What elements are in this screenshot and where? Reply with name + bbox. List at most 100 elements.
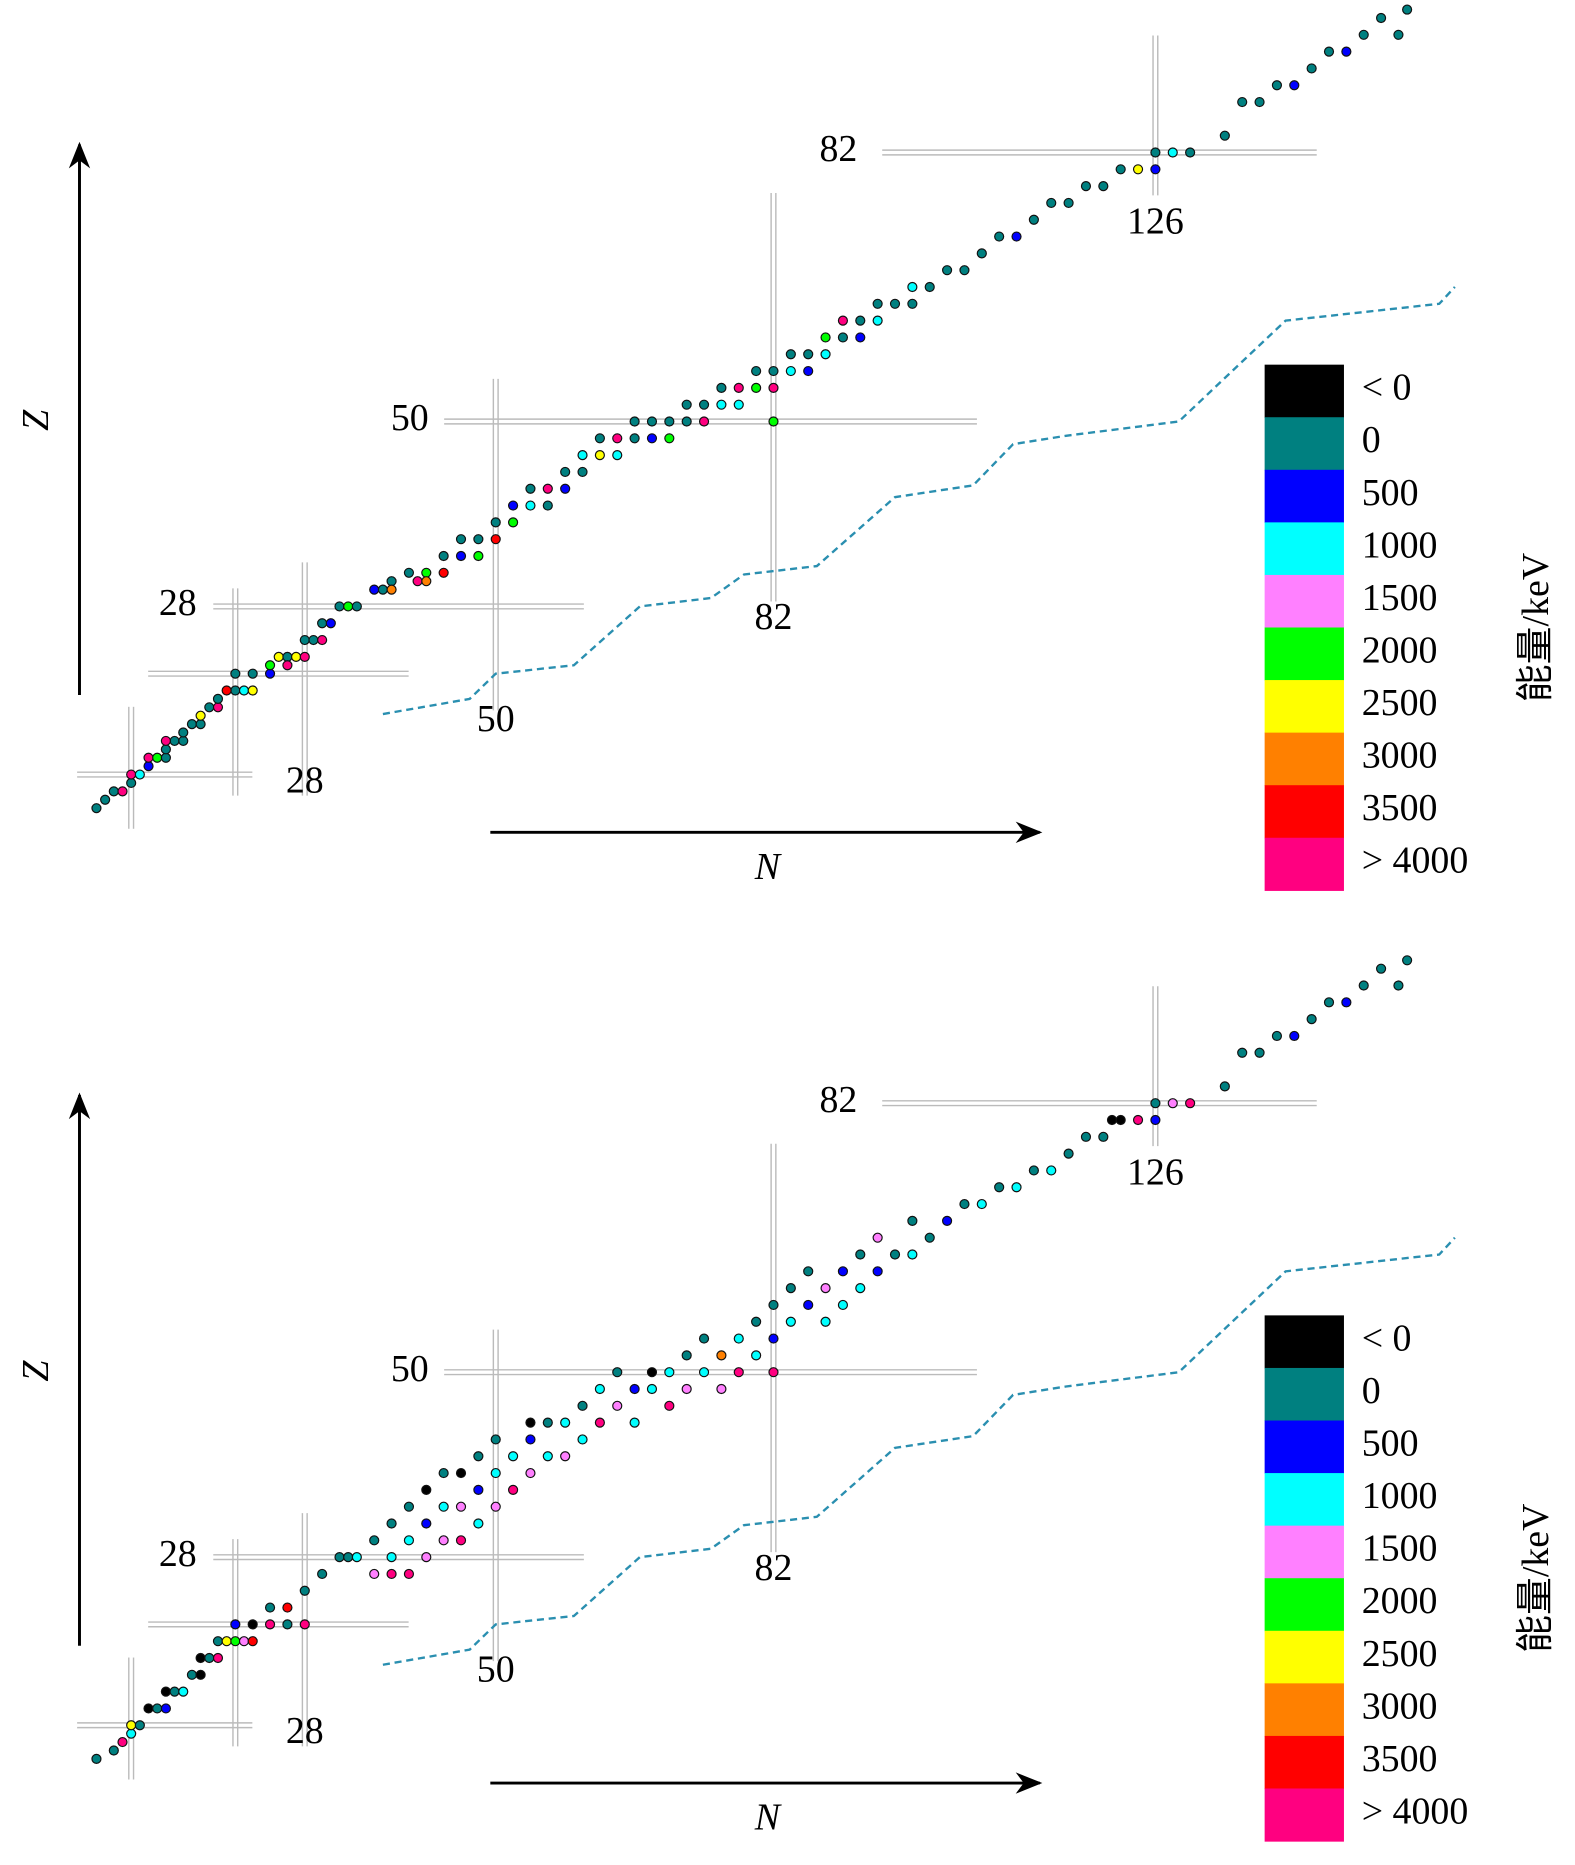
nuclide [507,517,519,528]
nuclide [507,1484,519,1495]
nuclide [681,1383,692,1395]
legend-swatch [1264,1525,1344,1579]
nuclide [542,500,553,511]
nuclide [1115,164,1126,175]
nuclide [186,719,198,730]
nuclide [152,1703,163,1714]
nuclide [299,634,310,646]
legend-swatch [1264,364,1344,418]
nuclide [290,651,302,662]
nuclide [664,1400,675,1411]
nuclide [117,1736,128,1748]
nuclide [160,735,171,747]
nuclide [1046,1165,1057,1176]
nuclide [160,744,171,755]
y-tick-label: 50 [391,1348,429,1390]
nuclide [664,1367,675,1378]
nuclide [907,1215,918,1226]
nuclide [143,761,154,772]
nuclide [386,576,397,587]
nuclide [733,1367,744,1378]
nuclide [1080,1131,1092,1142]
x-tick-label: 28 [286,759,324,801]
nuclide [1219,130,1230,141]
nuclide [195,1669,206,1680]
nuclide [716,399,727,410]
nuclide [386,1568,397,1580]
nuclide [143,752,154,763]
x-tick-label: 82 [755,596,793,638]
nuclide [733,1333,744,1344]
nuclide [169,1686,180,1697]
nuclide [299,1619,310,1630]
nuclide [473,534,484,545]
nuclide [664,416,675,427]
nuclide [282,1602,293,1613]
nuclide [473,1451,484,1462]
nuclide [889,298,901,309]
nuclide [941,265,953,276]
legend-swatch [1264,1420,1344,1474]
nuclide [855,315,866,326]
nuclide [1254,96,1265,108]
nuclide [308,634,319,646]
nuclide [117,786,128,797]
nuclide [160,752,171,763]
x-axis-label: N [754,1797,783,1839]
nuclide [421,1552,432,1563]
x-tick-label: 126 [1127,1151,1184,1193]
nuclide [1271,1030,1283,1042]
nuclide [1375,963,1387,974]
nuclide [507,1451,519,1462]
nuclide [1115,1114,1126,1126]
nuclide [1289,80,1300,91]
nuclide [1185,147,1196,158]
nuclide [803,349,814,360]
nuclide [907,281,918,293]
legend-label: 1000 [1362,524,1438,566]
nuclide [1132,1114,1144,1126]
x-tick-label: 28 [286,1710,324,1752]
nuclide [126,769,137,780]
nuclide [247,1636,258,1647]
nuclide [1289,1030,1300,1042]
nuclide [803,1299,814,1311]
nuclide [733,399,744,410]
nuclide [560,1451,571,1462]
nuclide [126,777,137,789]
panel: 28 50 82 126 28 50 82 Z N < 0 0 500 1000 1500 2000 2500… [15,4,1557,891]
nuclide [1185,1098,1196,1109]
legend-swatch [1264,785,1344,839]
nuclide [1063,197,1074,209]
nuclide [343,601,354,612]
nuclide [994,231,1005,242]
nuclide [1323,997,1335,1008]
legend-swatch [1264,627,1344,681]
nuclide [976,1198,987,1210]
y-tick-label: 82 [819,128,857,170]
nuclide [455,534,467,545]
nuclide [264,1602,276,1613]
nuclide [1028,1165,1039,1176]
nuclide [386,1552,397,1563]
nuclide [403,1535,415,1546]
nuclide [490,517,501,528]
legend-label: < 0 [1362,367,1412,409]
legend-swatch [1264,1473,1344,1527]
nuclide [351,1552,362,1563]
legend-label: 1500 [1362,1528,1438,1570]
nuclide [212,1652,224,1664]
legend-swatch [1264,1683,1344,1737]
nuclide [976,248,987,259]
nuclide [924,281,935,293]
nuclide [681,416,692,427]
nuclide [1237,96,1248,108]
nuclide [751,365,762,377]
nuclide [837,1299,849,1311]
nuclide [438,550,449,562]
nuclide [421,567,432,578]
y-tick-label: 28 [159,1533,197,1575]
panel: 28 50 82 126 28 50 82 Z N < 0 0 500 1000 1500 2000 2500… [15,955,1557,1842]
nuclide [612,433,623,444]
